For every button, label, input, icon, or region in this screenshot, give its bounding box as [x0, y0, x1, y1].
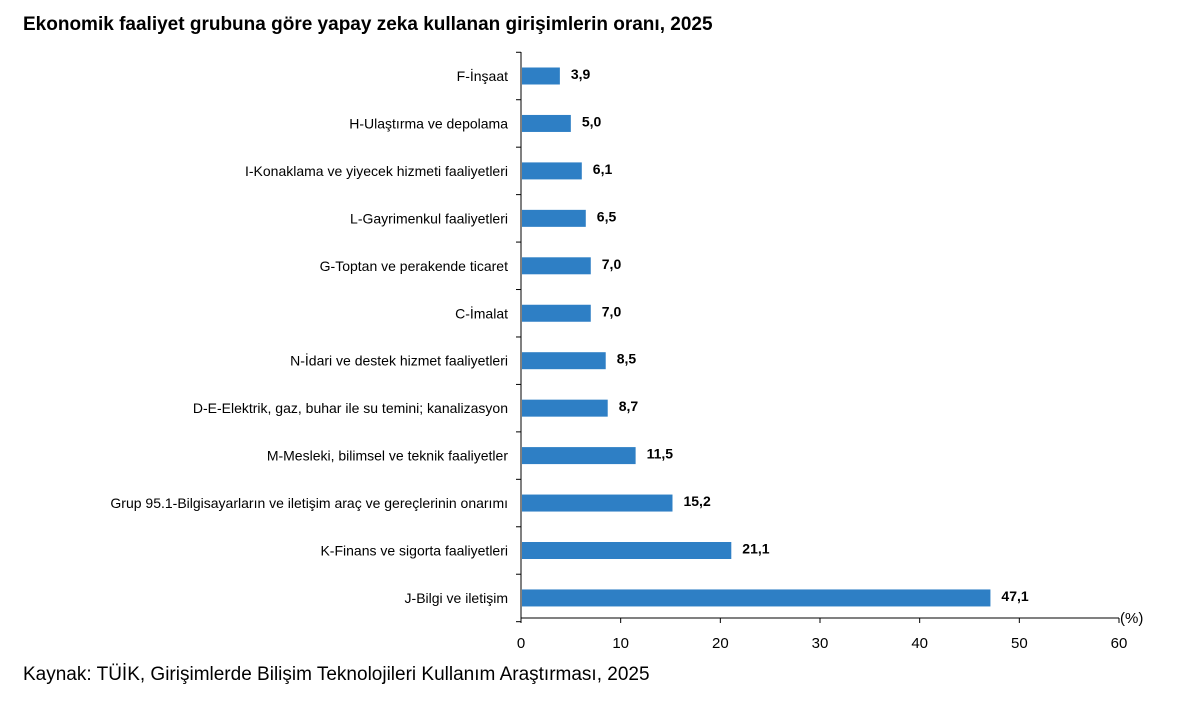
category-label: F-İnşaat — [457, 67, 508, 84]
chart-source: Kaynak: TÜİK, Girişimlerde Bilişim Tekno… — [23, 664, 650, 685]
category-label: D-E-Elektrik, gaz, buhar ile su temini; … — [193, 400, 508, 416]
category-label: K-Finans ve sigorta faaliyetleri — [320, 543, 508, 559]
bar[interactable] — [522, 162, 582, 180]
bar[interactable] — [522, 114, 571, 132]
value-label: 7,0 — [602, 303, 622, 319]
value-label: 8,7 — [619, 398, 639, 414]
bar[interactable] — [522, 494, 673, 512]
bar[interactable] — [522, 209, 586, 227]
bar[interactable] — [522, 352, 606, 370]
category-label: H-Ulaştırma ve depolama — [349, 115, 508, 131]
category-label: C-İmalat — [455, 304, 508, 321]
bar[interactable] — [522, 589, 991, 607]
bar[interactable] — [522, 257, 591, 275]
value-label: 11,5 — [647, 446, 674, 462]
bar[interactable] — [522, 304, 591, 322]
x-tick-label: 50 — [1011, 635, 1028, 652]
x-tick-label: 40 — [911, 635, 928, 652]
chart-title: Ekonomik faaliyet grubuna göre yapay zek… — [23, 14, 713, 35]
category-label: M-Mesleki, bilimsel ve teknik faaliyetle… — [267, 448, 509, 464]
bar[interactable] — [522, 67, 560, 85]
category-label: J-Bilgi ve iletişim — [405, 590, 508, 606]
value-label: 7,0 — [602, 256, 622, 272]
bar[interactable] — [522, 542, 732, 559]
bar[interactable] — [522, 447, 636, 465]
x-tick-label: 20 — [712, 635, 729, 652]
value-label: 5,0 — [582, 113, 602, 129]
value-label: 6,1 — [593, 161, 613, 177]
value-label: 47,1 — [1001, 588, 1028, 604]
value-label: 3,9 — [571, 66, 591, 82]
category-label: L-Gayrimenkul faaliyetleri — [350, 210, 508, 226]
category-label: G-Toptan ve perakende ticaret — [320, 258, 508, 274]
value-label: 6,5 — [597, 208, 617, 224]
x-tick-label: 0 — [517, 635, 525, 652]
x-tick-label: 60 — [1111, 635, 1128, 652]
x-unit-label: (%) — [1120, 610, 1143, 627]
value-label: 15,2 — [683, 493, 710, 509]
value-label: 8,5 — [617, 351, 637, 367]
bar[interactable] — [522, 399, 608, 417]
x-tick-label: 30 — [812, 635, 829, 652]
category-label: N-İdari ve destek hizmet faaliyetleri — [290, 352, 508, 369]
x-tick-label: 10 — [612, 635, 629, 652]
category-label: I-Konaklama ve yiyecek hizmeti faaliyetl… — [245, 163, 508, 179]
value-label: 21,1 — [742, 541, 769, 557]
category-label: Grup 95.1-Bilgisayarların ve iletişim ar… — [110, 495, 508, 511]
